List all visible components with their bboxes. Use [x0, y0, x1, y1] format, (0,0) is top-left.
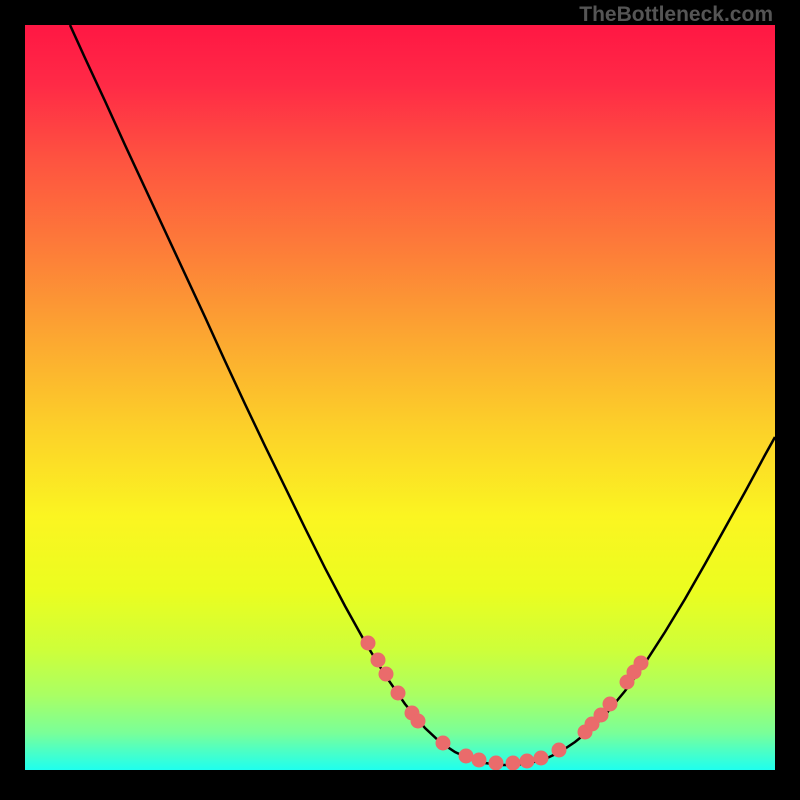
data-marker [472, 753, 486, 767]
data-marker [506, 756, 520, 770]
data-marker [371, 653, 385, 667]
plot-area [25, 25, 775, 770]
data-marker [391, 686, 405, 700]
data-marker [436, 736, 450, 750]
watermark-text: TheBottleneck.com [579, 3, 773, 27]
data-marker [411, 714, 425, 728]
chart-container: TheBottleneck.com [0, 0, 800, 800]
data-marker [459, 749, 473, 763]
bottleneck-curve [70, 25, 775, 765]
data-marker [489, 756, 503, 770]
data-marker [552, 743, 566, 757]
data-marker [634, 656, 648, 670]
data-marker [361, 636, 375, 650]
curve-layer [25, 25, 775, 770]
data-marker [603, 697, 617, 711]
data-marker [379, 667, 393, 681]
data-marker [534, 751, 548, 765]
data-marker [520, 754, 534, 768]
